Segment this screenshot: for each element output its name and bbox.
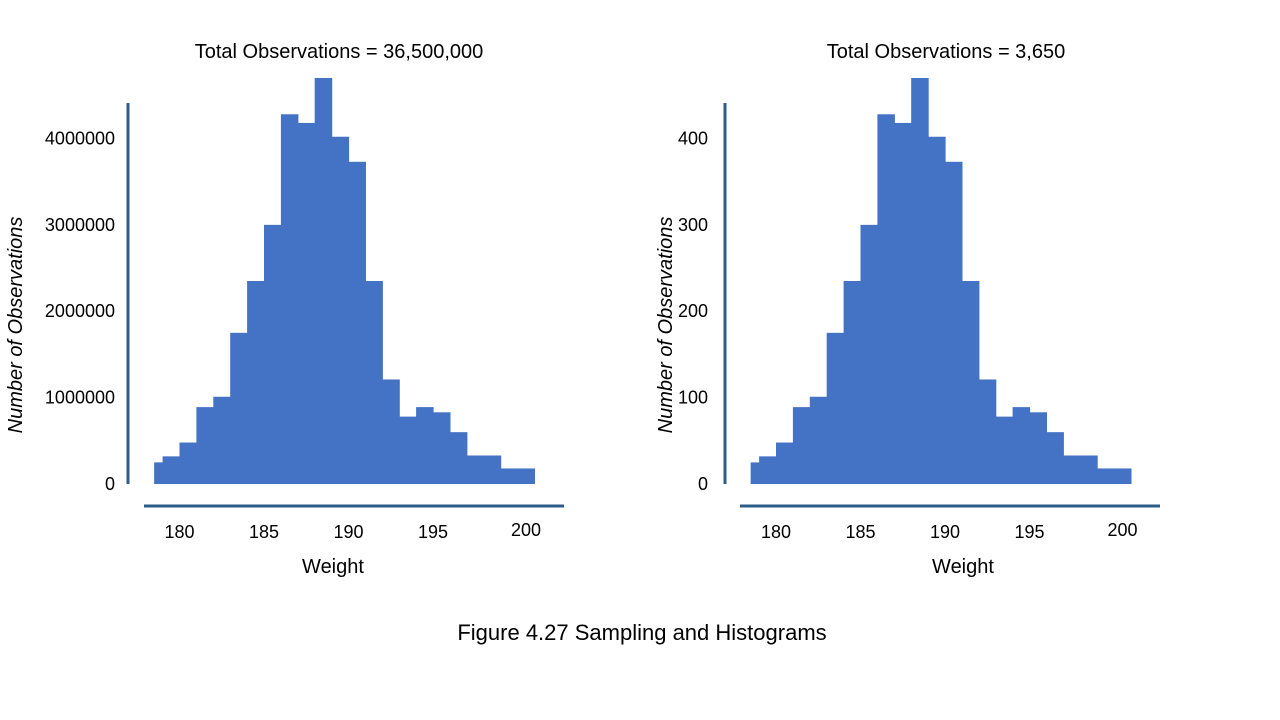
histogram-bar	[911, 78, 929, 484]
y-tick-label: 0	[698, 474, 708, 494]
x-tick-label: 180	[164, 522, 194, 542]
y-tick-label: 1000000	[45, 388, 115, 408]
y-tick-label: 4000000	[45, 129, 115, 149]
histogram-bar	[348, 161, 366, 485]
y-axis-label: Number of Observations	[655, 217, 677, 434]
histogram-bar	[365, 281, 383, 484]
histogram-bar	[792, 407, 811, 484]
histogram-bar	[449, 432, 468, 484]
histogram-bar	[843, 281, 862, 484]
x-tick-labels: 180 185 190 195 200	[761, 520, 1138, 542]
histogram-bar	[826, 332, 845, 484]
histogram-bar	[247, 281, 265, 484]
histogram-bar	[213, 396, 231, 484]
histogram-bar	[1046, 432, 1064, 484]
histogram-bar	[961, 281, 980, 484]
y-tick-label: 100	[678, 388, 708, 408]
histogram-bar	[297, 122, 316, 485]
x-tick-label: 185	[845, 522, 875, 542]
histogram-bars	[750, 78, 1132, 485]
histogram-bar	[750, 462, 760, 484]
y-axis-label: Number of Observations	[5, 217, 27, 434]
histogram-bar	[154, 462, 164, 484]
histogram-bars	[154, 78, 535, 485]
x-tick-label: 190	[333, 522, 363, 542]
histogram-bar	[466, 455, 485, 484]
histogram-bar	[945, 161, 963, 485]
x-tick-label: 195	[418, 522, 448, 542]
histogram-large-sample: Total Observations = 36,500,000 Number o…	[5, 41, 564, 578]
histogram-bar	[928, 136, 946, 485]
histogram-bar	[264, 224, 282, 484]
x-axis-label: Weight	[302, 556, 364, 578]
x-axis-label: Weight	[932, 556, 994, 578]
histogram-bar	[382, 379, 400, 484]
histogram-bar	[877, 114, 895, 484]
histogram-bar	[331, 136, 350, 485]
histogram-bar	[1063, 455, 1081, 484]
histogram-bar	[1114, 468, 1132, 484]
y-tick-label: 2000000	[45, 301, 115, 321]
histogram-bar	[759, 456, 777, 484]
histogram-bar	[314, 78, 333, 484]
histogram-bar	[517, 468, 535, 484]
figure-caption: Figure 4.27 Sampling and Histograms	[457, 620, 826, 645]
histogram-bar	[416, 407, 434, 484]
histogram-bar	[809, 396, 828, 484]
histogram-bar	[978, 379, 997, 484]
x-tick-label: 200	[1107, 520, 1137, 540]
histogram-bar	[230, 332, 248, 484]
y-tick-label: 400	[678, 129, 708, 149]
histogram-bar	[280, 114, 299, 484]
y-tick-label: 0	[105, 474, 115, 494]
histogram-bar	[995, 416, 1014, 484]
histogram-small-sample: Total Observations = 3,650 Number of Obs…	[655, 41, 1160, 578]
histogram-bar	[1029, 412, 1047, 484]
histogram-bar	[433, 412, 451, 484]
x-tick-label: 200	[511, 520, 541, 540]
histogram-bar	[162, 456, 181, 484]
histogram-bar	[860, 224, 878, 484]
x-tick-label: 195	[1014, 522, 1044, 542]
x-tick-labels: 180 185 190 195 200	[164, 520, 541, 542]
chart-title: Total Observations = 3,650	[827, 41, 1065, 63]
histogram-bar	[399, 416, 417, 484]
x-tick-label: 185	[249, 522, 279, 542]
histogram-bar	[894, 122, 912, 485]
histogram-bar	[1080, 455, 1098, 484]
y-tick-label: 300	[678, 215, 708, 235]
histogram-bar	[179, 442, 197, 484]
x-tick-label: 190	[930, 522, 960, 542]
x-tick-label: 180	[761, 522, 791, 542]
y-tick-label: 200	[678, 301, 708, 321]
histogram-bar	[483, 455, 502, 484]
histogram-bar	[776, 442, 794, 484]
histogram-bar	[196, 407, 214, 484]
y-tick-label: 3000000	[45, 215, 115, 235]
histogram-bar	[1012, 407, 1031, 484]
histogram-bar	[500, 468, 519, 484]
y-tick-labels: 0 100 200 300 400	[678, 129, 708, 495]
y-tick-labels: 0 1000000 2000000 3000000 4000000	[45, 129, 115, 495]
histogram-bar	[1097, 468, 1115, 484]
chart-title: Total Observations = 36,500,000	[195, 41, 484, 63]
